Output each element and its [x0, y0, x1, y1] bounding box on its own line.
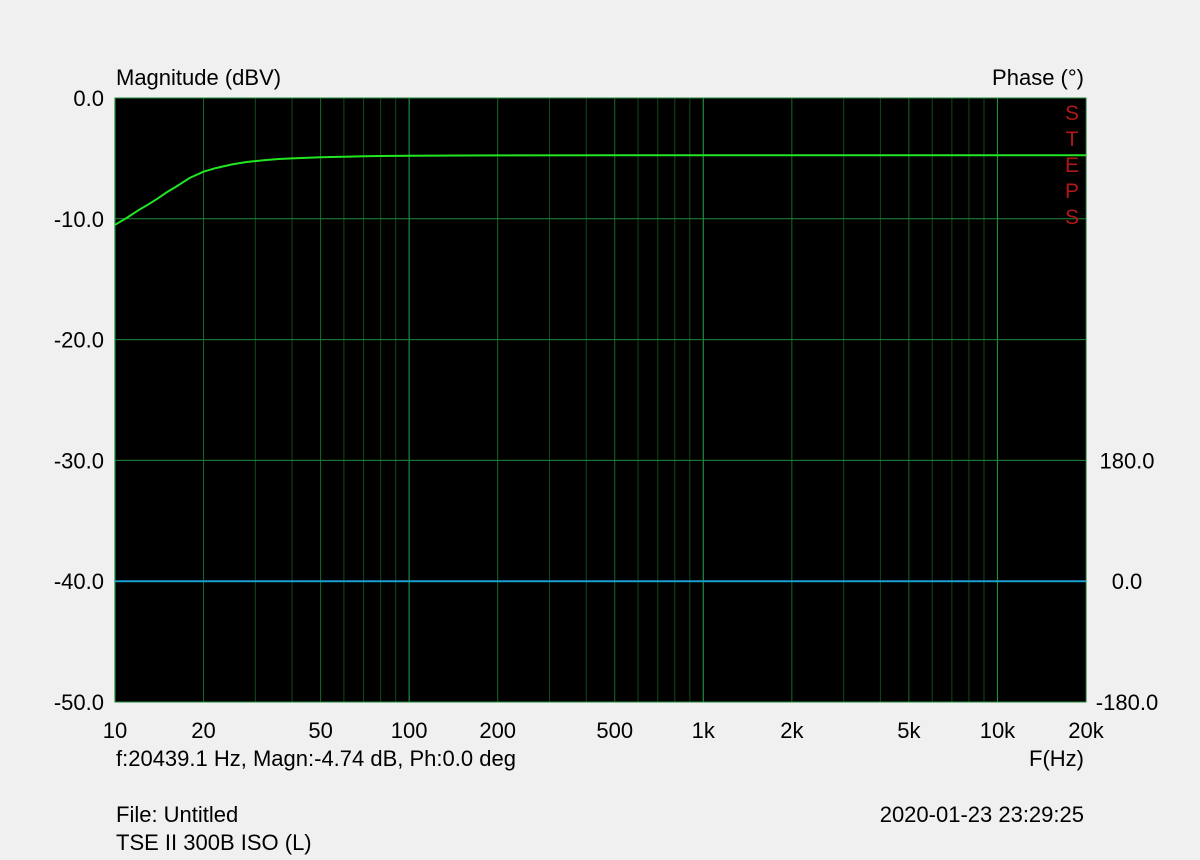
- phase-tick-labels: 180.0 0.0 -180.0: [1096, 448, 1158, 715]
- x-tick-label: 5k: [897, 718, 921, 743]
- x-tick-label: 20: [191, 718, 215, 743]
- x-tick-label: 50: [308, 718, 332, 743]
- steps-letter: E: [1065, 154, 1079, 177]
- steps-letter: T: [1066, 128, 1079, 151]
- x-tick-label: 200: [479, 718, 516, 743]
- phase-tick-label: -180.0: [1096, 690, 1158, 715]
- x-tick-label: 1k: [692, 718, 716, 743]
- x-tick-label: 10k: [980, 718, 1016, 743]
- x-axis-title: F(Hz): [1029, 746, 1084, 771]
- y-tick-label: -40.0: [54, 569, 104, 594]
- x-tick-label: 20k: [1068, 718, 1104, 743]
- series-layer: [114, 154, 1086, 583]
- minor-gridlines: [254, 98, 985, 702]
- plot-area: [114, 97, 1087, 703]
- y-tick-label: 0.0: [73, 86, 104, 111]
- x-tick-label: 500: [596, 718, 633, 743]
- y-tick-label: -20.0: [54, 328, 104, 353]
- steps-letter: P: [1065, 180, 1079, 203]
- cursor-readout: f:20439.1 Hz, Magn:-4.74 dB, Ph:0.0 deg: [116, 746, 516, 771]
- y-tick-label: -10.0: [54, 207, 104, 232]
- file-name: File: Untitled: [116, 802, 238, 827]
- left-axis-title: Magnitude (dBV): [116, 65, 281, 90]
- y-tick-labels: 0.0 -10.0 -20.0 -30.0 -40.0 -50.0: [54, 86, 104, 715]
- x-tick-label: 10: [103, 718, 127, 743]
- steps-letter: S: [1065, 206, 1079, 229]
- phase-tick-label: 0.0: [1112, 569, 1143, 594]
- y-tick-label: -50.0: [54, 690, 104, 715]
- timestamp: 2020-01-23 23:29:25: [880, 802, 1084, 827]
- x-tick-label: 2k: [780, 718, 804, 743]
- x-tick-labels: 10 20 50 100 200 500 1k 2k 5k 10k 20k: [103, 718, 1105, 743]
- y-tick-label: -30.0: [54, 448, 104, 473]
- magnitude-series-line: [114, 154, 1086, 226]
- device-name: TSE II 300B ISO (L): [116, 830, 312, 855]
- phase-tick-label: 180.0: [1099, 448, 1154, 473]
- x-tick-label: 100: [391, 718, 428, 743]
- steps-letter: S: [1065, 102, 1079, 125]
- right-axis-title: Phase (°): [992, 65, 1084, 90]
